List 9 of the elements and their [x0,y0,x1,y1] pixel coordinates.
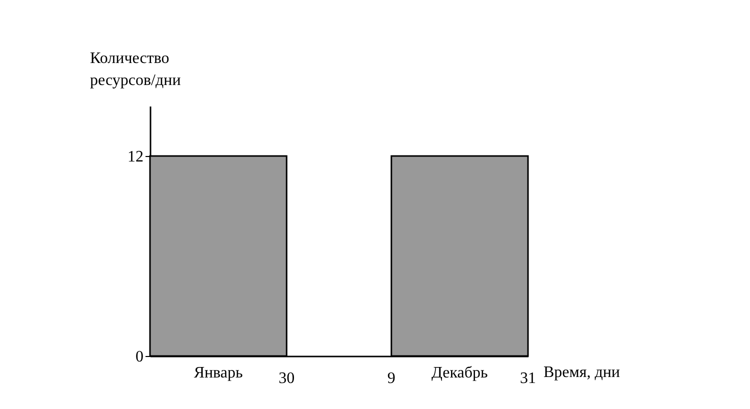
text: 9 [387,370,396,387]
x-axis-title: Время, дни [543,364,620,381]
text: 30 [278,370,295,387]
x-tick-label: Январь [194,364,243,382]
text: 31 [520,370,536,387]
y-tick-label: 12 [128,148,144,166]
y-tick-label: 0 [136,348,144,366]
y-axis-title: Количество ресурсов/дни [90,50,182,89]
x-tick-label: Декабрь [432,364,488,382]
